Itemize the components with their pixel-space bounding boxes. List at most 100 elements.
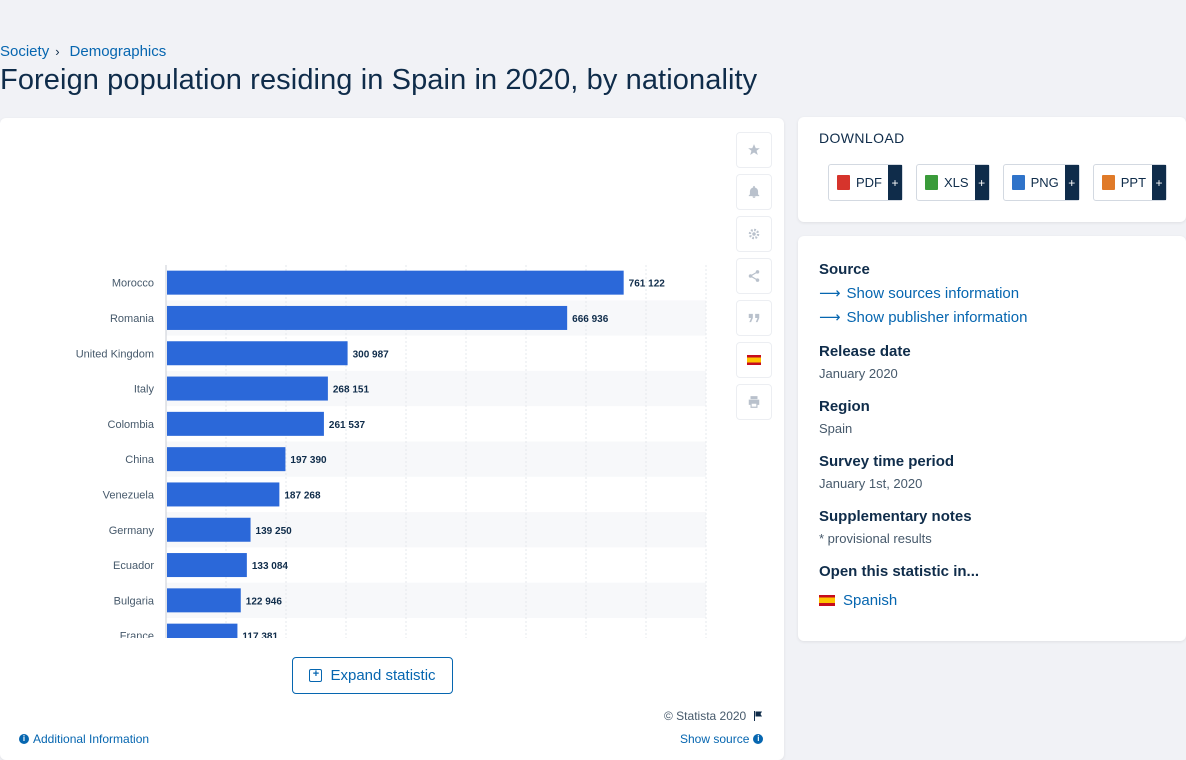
copyright-text: © Statista 2020 <box>664 709 746 723</box>
download-ppt-button[interactable]: PPT + <box>1093 164 1167 201</box>
download-title: DOWNLOAD <box>819 130 905 146</box>
download-pdf-main[interactable]: PDF <box>829 165 888 200</box>
breadcrumb-society[interactable]: Society <box>0 43 49 60</box>
value-label: 117 381 <box>242 632 278 638</box>
download-ppt-main[interactable]: PPT <box>1094 165 1152 200</box>
show-publisher-label: Show publisher information <box>847 309 1028 326</box>
supplementary-notes-value: * provisional results <box>819 531 932 546</box>
download-xls-button[interactable]: XLS + <box>916 164 990 201</box>
gear-icon[interactable] <box>736 216 772 252</box>
quote-icon[interactable] <box>736 300 772 336</box>
show-sources-link[interactable]: ⟶ Show sources information <box>819 284 1019 302</box>
bar-germany[interactable] <box>167 518 251 542</box>
download-pdf-button[interactable]: PDF + <box>828 164 903 201</box>
chart-card: Morocco 761 122 Romania 666 936 United Kingd… <box>0 118 784 760</box>
value-label: 197 390 <box>290 455 327 466</box>
download-pdf-options-button[interactable]: + <box>888 165 902 200</box>
bar-bulgaria[interactable] <box>167 588 241 612</box>
bar-colombia[interactable] <box>167 412 324 436</box>
arrow-right-icon: ⟶ <box>819 308 841 326</box>
region-label: Region <box>819 398 870 415</box>
category-label: Germany <box>109 525 155 537</box>
download-png-button[interactable]: PNG + <box>1003 164 1080 201</box>
star-icon[interactable] <box>736 132 772 168</box>
expand-label: Expand statistic <box>330 667 435 684</box>
share-icon[interactable] <box>736 258 772 294</box>
region-value: Spain <box>819 421 852 436</box>
source-label: Source <box>819 261 870 278</box>
category-label: Italy <box>134 384 155 396</box>
additional-information-label: Additional Information <box>33 732 149 746</box>
breadcrumb: Society › Demographics <box>0 43 166 60</box>
download-xls-label: XLS <box>944 175 969 190</box>
download-ppt-options-button[interactable]: + <box>1152 165 1166 200</box>
ppt-file-icon <box>1102 175 1115 190</box>
show-source-label: Show source <box>680 732 749 746</box>
download-card: DOWNLOAD PDF + XLS + PNG + PPT + <box>798 117 1186 222</box>
show-source-link[interactable]: Show source i <box>680 732 763 746</box>
category-label: France <box>120 631 154 638</box>
download-xls-options-button[interactable]: + <box>975 165 989 200</box>
bar-italy[interactable] <box>167 377 328 401</box>
spain-flag-icon[interactable] <box>736 342 772 378</box>
value-label: 261 537 <box>329 420 366 431</box>
survey-period-label: Survey time period <box>819 453 954 470</box>
download-pdf-label: PDF <box>856 175 882 190</box>
value-label: 761 122 <box>629 279 666 290</box>
value-label: 139 250 <box>256 526 293 537</box>
bar-china[interactable] <box>167 447 285 471</box>
flag-icon[interactable] <box>752 710 764 722</box>
bar-ecuador[interactable] <box>167 553 247 577</box>
open-in-spanish-link[interactable]: Spanish <box>819 592 897 609</box>
release-date-label: Release date <box>819 343 911 360</box>
pdf-file-icon <box>837 175 850 190</box>
download-buttons: PDF + XLS + PNG + PPT + <box>828 164 1167 201</box>
chart-tools <box>736 132 772 420</box>
copyright: © Statista 2020 <box>664 709 764 723</box>
category-label: Colombia <box>108 419 155 431</box>
value-label: 300 987 <box>353 349 390 360</box>
download-xls-main[interactable]: XLS <box>917 165 975 200</box>
download-png-main[interactable]: PNG <box>1004 165 1065 200</box>
download-ppt-label: PPT <box>1121 175 1146 190</box>
breadcrumb-demographics[interactable]: Demographics <box>70 43 167 60</box>
open-in-label: Open this statistic in... <box>819 563 979 580</box>
open-in-spanish-label: Spanish <box>843 592 897 609</box>
expand-icon: + <box>309 669 322 682</box>
bar-morocco[interactable] <box>167 271 624 295</box>
top-bar <box>0 0 1186 40</box>
show-sources-label: Show sources information <box>847 285 1020 302</box>
xls-file-icon <box>925 175 938 190</box>
category-label: Ecuador <box>113 560 154 572</box>
category-label: Venezuela <box>103 489 155 501</box>
download-png-options-button[interactable]: + <box>1065 165 1079 200</box>
bar-france[interactable] <box>167 624 237 638</box>
printer-icon[interactable] <box>736 384 772 420</box>
breadcrumb-separator: › <box>55 44 59 59</box>
value-label: 187 268 <box>284 490 321 501</box>
survey-period-value: January 1st, 2020 <box>819 476 922 491</box>
value-label: 122 946 <box>246 596 283 607</box>
release-date-value: January 2020 <box>819 366 898 381</box>
additional-information-link[interactable]: i Additional Information <box>19 732 149 746</box>
supplementary-notes-label: Supplementary notes <box>819 508 972 525</box>
arrow-right-icon: ⟶ <box>819 284 841 302</box>
show-publisher-link[interactable]: ⟶ Show publisher information <box>819 308 1027 326</box>
bell-icon[interactable] <box>736 174 772 210</box>
bar-venezuela[interactable] <box>167 482 279 506</box>
category-label: United Kingdom <box>76 348 154 360</box>
category-label: Morocco <box>112 278 154 290</box>
category-label: Bulgaria <box>114 595 155 607</box>
bar-chart: Morocco 761 122 Romania 666 936 United Kingd… <box>0 118 730 638</box>
category-label: Romania <box>110 313 155 325</box>
value-label: 666 936 <box>572 314 609 325</box>
png-file-icon <box>1012 175 1025 190</box>
download-png-label: PNG <box>1031 175 1059 190</box>
bar-romania[interactable] <box>167 306 567 330</box>
bar-united-kingdom[interactable] <box>167 341 348 365</box>
page-title: Foreign population residing in Spain in … <box>0 64 757 97</box>
info-icon: i <box>19 734 29 744</box>
spain-flag-icon <box>819 595 835 606</box>
value-label: 268 151 <box>333 385 370 396</box>
expand-statistic-button[interactable]: + Expand statistic <box>292 657 453 694</box>
